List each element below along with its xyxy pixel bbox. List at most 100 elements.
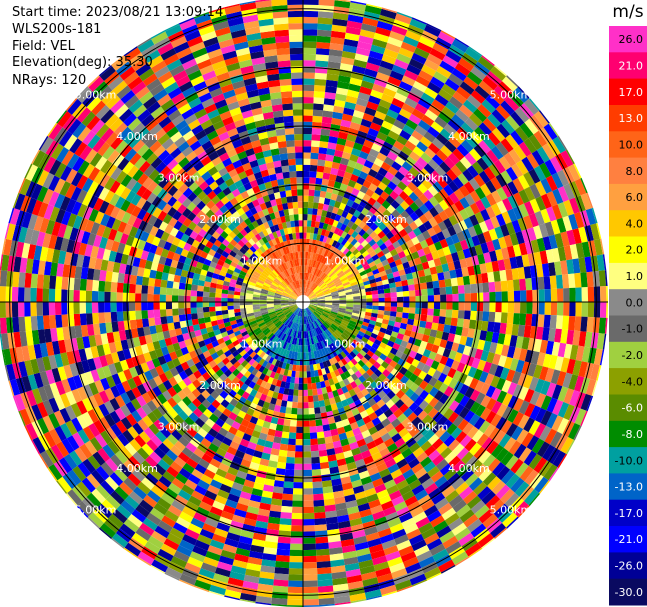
velocity-cell [48,302,56,316]
velocity-cell [501,302,508,313]
velocity-cell [201,423,212,433]
velocity-cell [340,321,348,328]
velocity-cell [386,204,396,214]
velocity-cell [96,367,106,380]
velocity-cell [331,24,347,33]
velocity-cell [371,451,383,462]
velocity-cell [308,273,313,281]
velocity-cell [185,500,199,513]
velocity-cell [456,447,470,460]
velocity-cell [509,358,519,372]
velocity-cell [192,407,203,418]
velocity-cell [246,339,254,346]
velocity-cell [540,380,551,396]
velocity-cell [99,355,108,368]
velocity-cell [508,496,524,513]
velocity-cell [362,179,372,189]
velocity-cell [322,392,329,401]
velocity-cell [361,388,370,397]
velocity-cell [56,146,70,163]
velocity-cell [333,331,341,338]
velocity-cell [350,223,359,231]
velocity-cell [256,514,269,523]
velocity-cell [289,305,297,310]
velocity-cell [365,308,373,313]
velocity-cell [143,241,152,252]
velocity-cell [263,282,271,288]
velocity-cell [242,433,252,442]
velocity-cell [456,362,466,373]
velocity-cell [358,424,369,433]
velocity-cell [130,328,139,339]
velocity-cell [303,488,314,495]
velocity-cell [341,50,356,60]
velocity-cell [233,305,240,310]
velocity-cell [391,161,402,171]
velocity-cell [411,344,420,353]
velocity-cell [459,434,472,448]
velocity-cell [253,288,262,293]
velocity-cell [291,519,303,526]
velocity-cell [425,236,434,247]
velocity-cell [384,135,397,146]
velocity-cell [443,408,454,420]
velocity-cell [69,450,83,466]
velocity-cell [303,549,317,557]
velocity-cell [322,374,329,381]
velocity-cell [395,316,403,323]
velocity-cell [21,375,32,392]
velocity-cell [292,306,298,313]
velocity-cell [317,437,326,445]
velocity-cell [303,84,315,92]
velocity-cell [289,343,294,352]
velocity-cell [274,359,281,367]
velocity-cell [160,492,175,505]
velocity-cell [48,412,60,429]
velocity-cell [124,542,141,557]
velocity-cell [341,210,349,219]
velocity-cell [239,247,247,255]
velocity-cell [404,224,413,234]
velocity-cell [552,399,564,416]
velocity-cell [192,324,201,332]
velocity-cell [194,267,202,275]
velocity-cell [259,571,275,580]
velocity-cell [188,473,201,485]
velocity-cell [357,92,371,102]
velocity-cell [421,527,437,540]
velocity-cell [439,128,453,141]
velocity-cell [427,295,435,302]
velocity-cell [518,348,528,362]
velocity-cell [201,371,211,381]
velocity-cell [490,216,501,229]
velocity-cell [327,316,335,322]
velocity-cell [338,335,346,343]
velocity-cell [371,242,380,251]
velocity-cell [173,274,181,283]
velocity-cell [445,253,454,264]
velocity-cell [548,354,558,370]
velocity-cell [317,334,323,342]
velocity-cell [171,429,183,441]
velocity-cell [433,287,441,296]
velocity-cell [408,307,416,314]
velocity-cell [190,290,198,297]
velocity-cell [316,41,331,50]
velocity-cell [350,373,359,381]
velocity-cell [265,355,272,363]
velocity-cell [135,310,142,320]
velocity-cell [132,422,144,435]
velocity-cell [450,427,463,440]
velocity-cell [390,292,397,298]
velocity-cell [389,261,397,269]
velocity-cell [207,404,217,414]
velocity-cell [395,223,405,233]
velocity-cell [12,192,20,209]
velocity-cell [345,259,353,266]
velocity-cell [216,314,223,321]
velocity-cell [94,379,105,393]
velocity-cell [438,559,455,573]
velocity-cell [149,244,158,254]
velocity-cell [372,268,380,275]
velocity-cell [322,322,329,329]
